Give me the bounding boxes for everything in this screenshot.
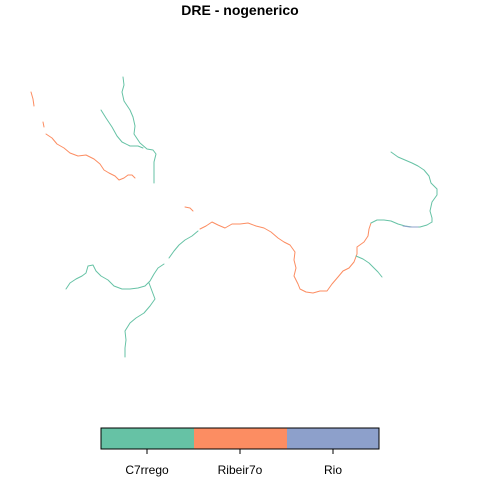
legend-label-rio: Rio — [324, 463, 342, 477]
corrego-segment — [370, 219, 433, 228]
corrego-segment — [168, 230, 199, 259]
legend: C7rrego Ribeir7o Rio — [100, 427, 380, 477]
river-network — [30, 76, 438, 358]
ribeirao-segment — [45, 133, 136, 181]
corrego-segment — [65, 263, 165, 290]
corrego-segment — [100, 109, 144, 149]
legend-swatch — [287, 428, 379, 449]
ribeirao-segment — [42, 121, 45, 128]
legend-swatch — [194, 428, 287, 449]
legend-label-corrego: C7rrego — [125, 463, 169, 477]
legend-label-ribeirao: Ribeir7o — [218, 463, 263, 477]
ribeirao-segment — [199, 221, 372, 294]
ribeirao-segment — [184, 206, 194, 212]
corrego-segment — [124, 282, 156, 358]
corrego-segment — [390, 151, 438, 223]
ribeirao-segment — [30, 91, 35, 107]
corrego-segment — [355, 255, 383, 278]
corrego-segment — [121, 76, 157, 184]
legend-swatch — [101, 428, 194, 449]
map-title: DRE - nogenerico — [181, 2, 298, 18]
rio-segment — [402, 225, 419, 228]
